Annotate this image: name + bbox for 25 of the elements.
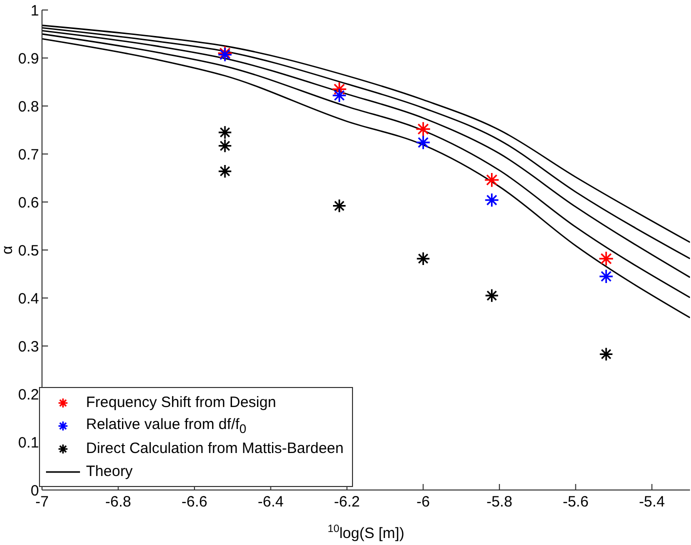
x-tick-label: -5.6 <box>562 494 589 511</box>
x-tick-label: -6.6 <box>182 494 208 511</box>
y-tick-label: 0.6 <box>18 194 39 212</box>
y-tick-label: 0.8 <box>18 98 39 116</box>
x-tick-label: -6.8 <box>105 494 132 511</box>
legend-label: Direct Calculation from Mattis-Bardeen <box>86 440 344 457</box>
x-tick-label: -5.8 <box>486 494 512 511</box>
x-tick-label: -6.2 <box>334 494 360 511</box>
y-tick-label: 0.3 <box>18 338 39 356</box>
y-tick-label: 0.4 <box>18 290 39 308</box>
y-tick-label: 0.9 <box>18 50 39 68</box>
y-tick-label: 0.7 <box>18 146 39 164</box>
x-tick-label: -5.4 <box>638 494 665 511</box>
y-tick-label: 0.5 <box>18 242 39 260</box>
y-tick-label: 0.2 <box>18 386 39 404</box>
x-tick-label: -6 <box>416 494 430 511</box>
legend-label: Theory <box>86 463 133 480</box>
y-axis-title: α <box>0 245 16 254</box>
y-tick-label: 0.1 <box>18 434 39 452</box>
x-tick-label: -6.4 <box>258 494 284 511</box>
y-tick-label: 1 <box>30 2 39 20</box>
legend-label: Frequency Shift from Design <box>86 394 276 411</box>
y-tick-label: 0 <box>30 482 39 500</box>
legend-label: Relative value from df/f$_{0}$ <box>86 416 246 436</box>
x-axis-title: $^{10}$log(S [m]) <box>328 523 404 542</box>
